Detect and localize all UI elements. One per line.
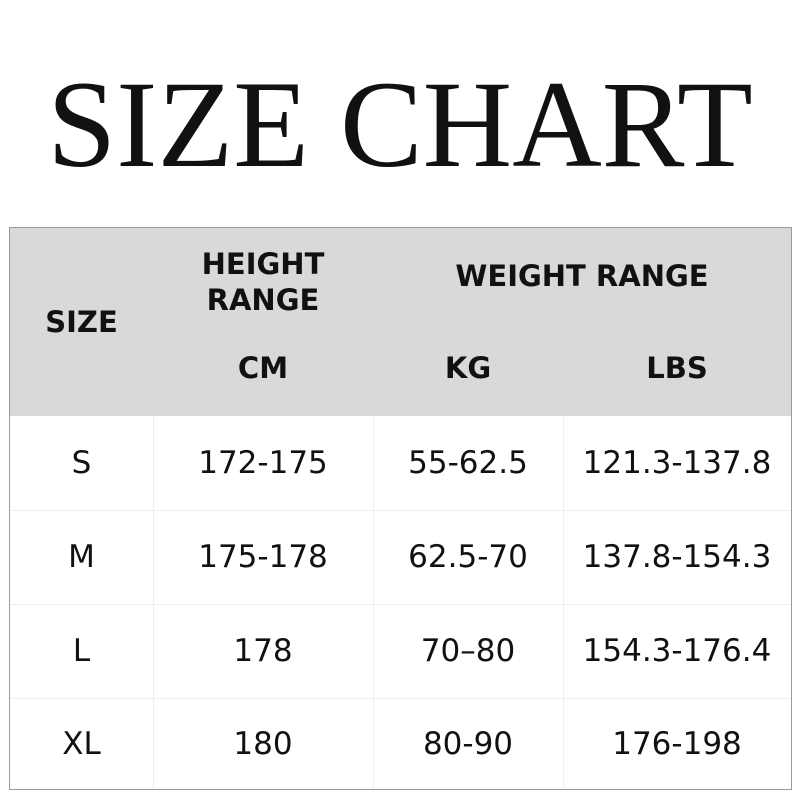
cm-cell: 180 [233, 725, 293, 762]
header-cm: CM [237, 351, 289, 385]
size-cell: L [72, 633, 91, 669]
divider [10, 604, 791, 605]
header-weight-range: WEIGHT RANGE [455, 258, 709, 293]
lbs-cell: 137.8-154.3 [582, 539, 772, 575]
header-size: SIZE [45, 305, 118, 339]
table-header [10, 228, 791, 416]
size-cell: S [71, 445, 92, 481]
divider [373, 416, 374, 789]
divider [10, 510, 791, 511]
divider [10, 698, 791, 699]
divider [563, 416, 564, 789]
cm-cell: 172-175 [198, 445, 328, 481]
page-title: SIZE CHART [47, 56, 753, 193]
lbs-cell: 154.3-176.4 [582, 633, 772, 669]
lbs-cell: 121.3-137.8 [582, 445, 772, 481]
size-table: SIZE HEIGHT RANGE WEIGHT RANGE CM KG LBS… [9, 227, 792, 790]
kg-cell: 62.5-70 [408, 539, 528, 575]
kg-cell: 70–80 [420, 633, 516, 669]
header-height-range: HEIGHT RANGE [201, 247, 325, 317]
size-cell: M [68, 539, 95, 575]
kg-cell: 55-62.5 [408, 445, 528, 481]
size-cell: XL [62, 725, 101, 762]
kg-cell: 80-90 [422, 725, 514, 762]
lbs-cell: 176-198 [612, 725, 742, 762]
header-kg: KG [444, 351, 492, 385]
header-lbs: LBS [646, 351, 708, 385]
cm-cell: 175-178 [198, 539, 328, 575]
cm-cell: 178 [233, 633, 293, 669]
divider [153, 416, 154, 789]
